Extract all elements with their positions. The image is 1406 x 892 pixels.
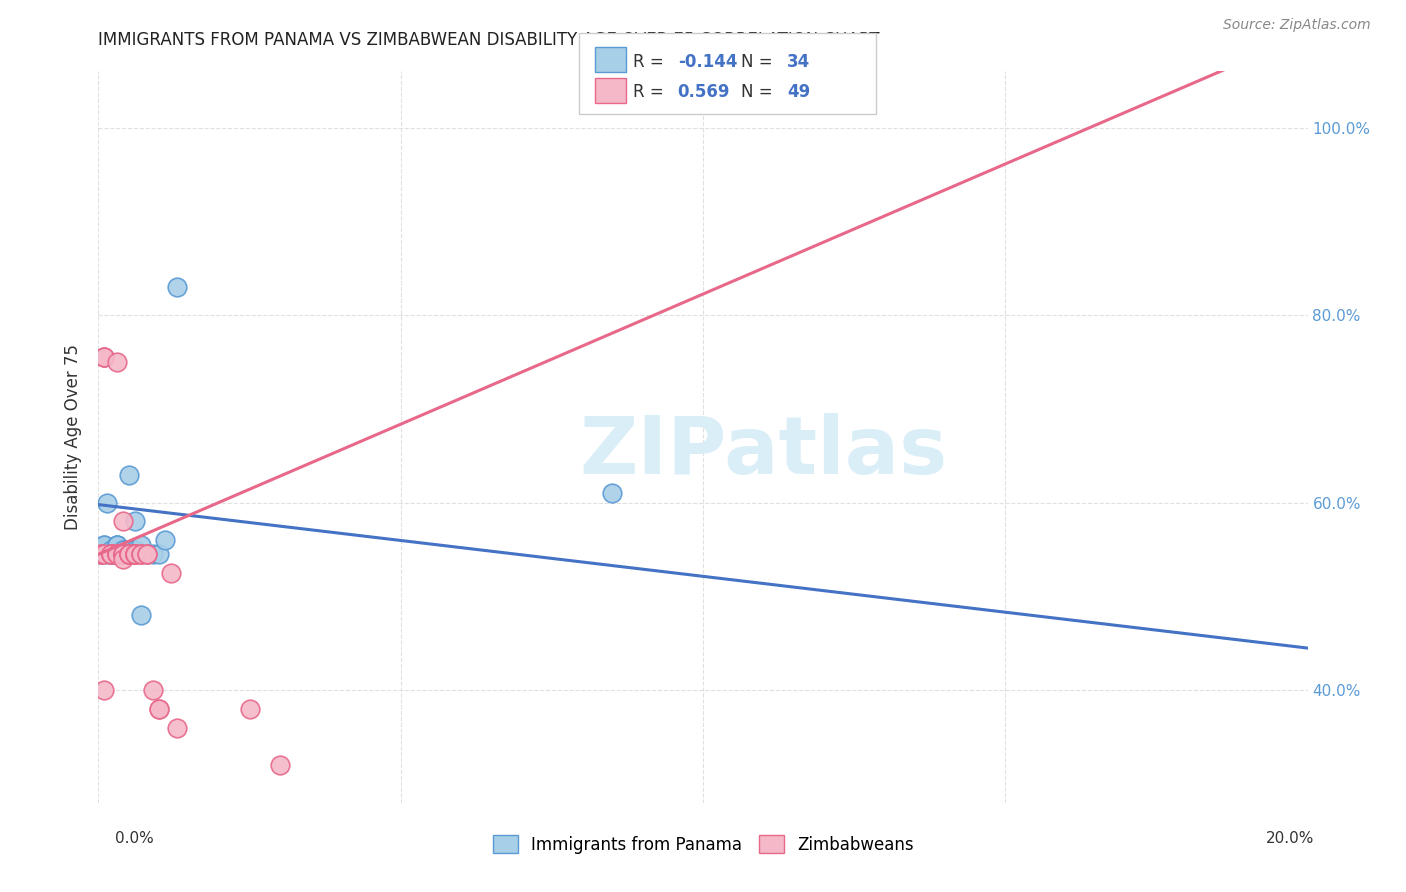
Point bbox=[93, 683, 115, 698]
Point bbox=[100, 547, 122, 561]
Text: 34: 34 bbox=[787, 53, 811, 70]
Point bbox=[100, 542, 122, 557]
Point bbox=[111, 542, 134, 557]
Point bbox=[105, 547, 128, 561]
Point bbox=[118, 547, 141, 561]
Point bbox=[105, 547, 128, 561]
Point bbox=[129, 547, 152, 561]
Text: Source: ZipAtlas.com: Source: ZipAtlas.com bbox=[1223, 18, 1371, 32]
Point bbox=[93, 547, 115, 561]
Point bbox=[239, 702, 262, 716]
Text: N =: N = bbox=[741, 83, 778, 101]
Point bbox=[129, 547, 152, 561]
Y-axis label: Disability Age Over 75: Disability Age Over 75 bbox=[65, 344, 83, 530]
Point bbox=[105, 538, 128, 552]
Point bbox=[90, 547, 112, 561]
Point bbox=[148, 702, 170, 716]
Point bbox=[100, 547, 122, 561]
Point bbox=[100, 547, 122, 561]
Text: IMMIGRANTS FROM PANAMA VS ZIMBABWEAN DISABILITY AGE OVER 75 CORRELATION CHART: IMMIGRANTS FROM PANAMA VS ZIMBABWEAN DIS… bbox=[98, 31, 880, 49]
Point bbox=[105, 538, 128, 552]
Text: N =: N = bbox=[741, 53, 778, 70]
Point bbox=[111, 515, 134, 529]
Point bbox=[118, 467, 141, 482]
Point bbox=[142, 683, 165, 698]
Point bbox=[105, 547, 128, 561]
Point bbox=[96, 547, 118, 561]
Point bbox=[135, 547, 157, 561]
Point bbox=[100, 547, 122, 561]
Point bbox=[111, 547, 134, 561]
Point bbox=[135, 547, 157, 561]
Point bbox=[166, 721, 188, 735]
Point bbox=[111, 547, 134, 561]
Point bbox=[124, 542, 146, 557]
Point bbox=[90, 547, 112, 561]
Point bbox=[105, 547, 128, 561]
Point bbox=[93, 351, 115, 365]
Point bbox=[118, 547, 141, 561]
Point bbox=[111, 547, 134, 561]
Point bbox=[118, 542, 141, 557]
Point bbox=[160, 566, 183, 580]
Point bbox=[124, 547, 146, 561]
Point bbox=[111, 547, 134, 561]
Point bbox=[124, 547, 146, 561]
Text: R =: R = bbox=[633, 83, 669, 101]
Point bbox=[124, 547, 146, 561]
Point bbox=[105, 547, 128, 561]
Point bbox=[111, 542, 134, 557]
Text: ZIPatlas: ZIPatlas bbox=[579, 413, 948, 491]
Point bbox=[118, 547, 141, 561]
Point bbox=[90, 547, 112, 561]
Point bbox=[118, 547, 141, 561]
Text: 20.0%: 20.0% bbox=[1267, 831, 1315, 846]
Point bbox=[166, 280, 188, 294]
Point bbox=[93, 351, 115, 365]
Point bbox=[124, 515, 146, 529]
Point bbox=[124, 547, 146, 561]
Point bbox=[111, 547, 134, 561]
Point bbox=[153, 533, 176, 548]
Point bbox=[105, 547, 128, 561]
Text: 49: 49 bbox=[787, 83, 811, 101]
Text: 0.569: 0.569 bbox=[678, 83, 730, 101]
Point bbox=[93, 538, 115, 552]
Point bbox=[100, 547, 122, 561]
Point bbox=[100, 547, 122, 561]
Point bbox=[100, 547, 122, 561]
Text: R =: R = bbox=[633, 53, 669, 70]
Point bbox=[93, 351, 115, 365]
Point bbox=[124, 547, 146, 561]
Point bbox=[269, 758, 291, 772]
Point bbox=[602, 486, 624, 500]
Point bbox=[100, 547, 122, 561]
Point bbox=[118, 547, 141, 561]
Point bbox=[129, 538, 152, 552]
Point bbox=[111, 547, 134, 561]
Point bbox=[105, 547, 128, 561]
Point bbox=[111, 547, 134, 561]
Point bbox=[142, 547, 165, 561]
Point bbox=[105, 538, 128, 552]
Point bbox=[148, 547, 170, 561]
Point bbox=[105, 547, 128, 561]
Point bbox=[994, 852, 1017, 866]
Point bbox=[105, 355, 128, 369]
Point bbox=[124, 547, 146, 561]
Point bbox=[148, 702, 170, 716]
Point bbox=[111, 552, 134, 566]
Point bbox=[118, 547, 141, 561]
Point bbox=[93, 538, 115, 552]
Point bbox=[96, 496, 118, 510]
Text: 0.0%: 0.0% bbox=[115, 831, 155, 846]
Point bbox=[118, 547, 141, 561]
Point bbox=[129, 547, 152, 561]
Point bbox=[100, 547, 122, 561]
Point bbox=[135, 547, 157, 561]
Legend: Immigrants from Panama, Zimbabweans: Immigrants from Panama, Zimbabweans bbox=[486, 829, 920, 860]
Text: -0.144: -0.144 bbox=[678, 53, 737, 70]
Point bbox=[129, 608, 152, 623]
